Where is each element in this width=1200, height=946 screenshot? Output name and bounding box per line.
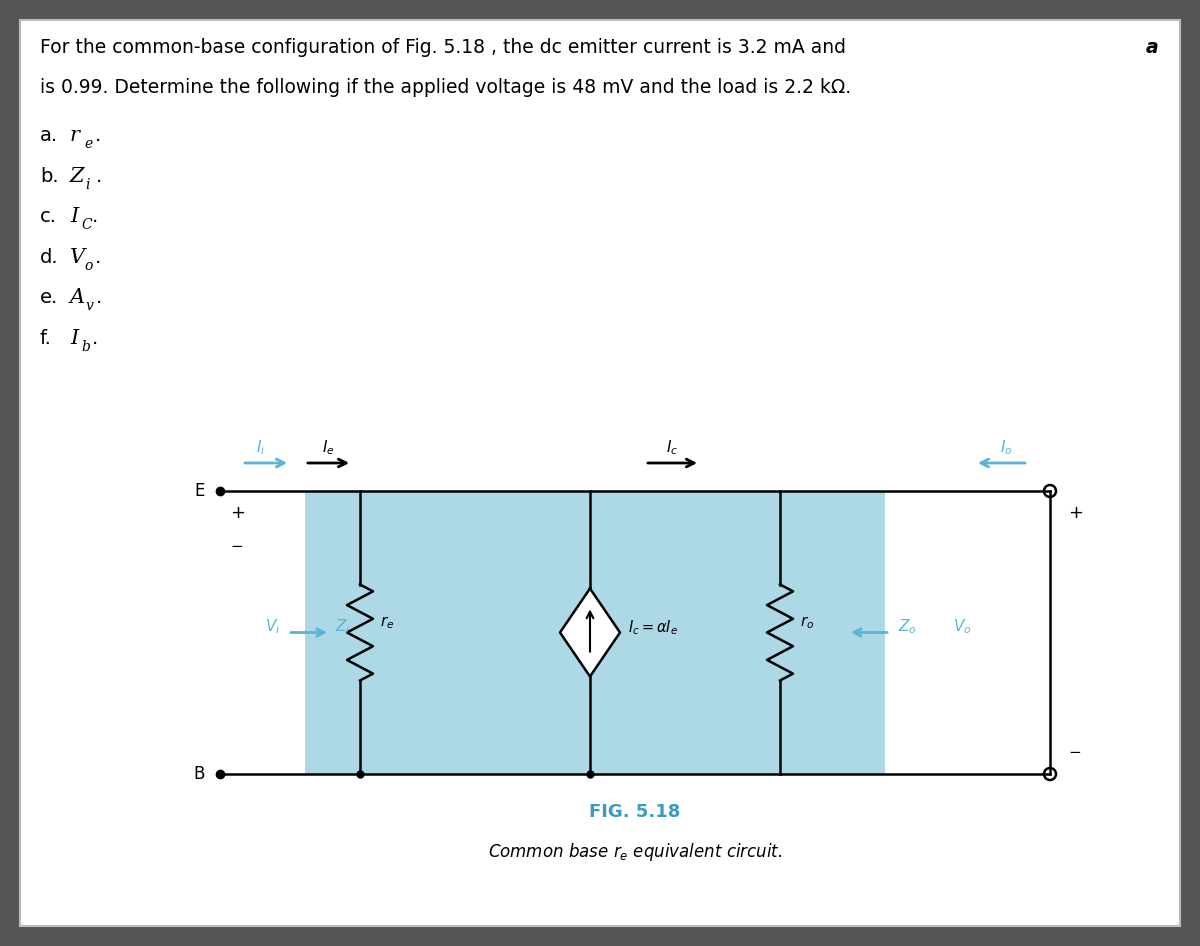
Text: −: − [1068, 745, 1081, 760]
Text: a: a [1145, 38, 1158, 57]
Text: e.: e. [40, 288, 59, 307]
Text: $I_o$: $I_o$ [1001, 438, 1013, 457]
Polygon shape [560, 588, 620, 676]
Text: .: . [95, 126, 101, 145]
Text: B: B [193, 765, 205, 783]
Text: .: . [96, 288, 102, 307]
Text: V: V [70, 248, 85, 267]
Text: C: C [82, 218, 92, 232]
FancyBboxPatch shape [20, 20, 1180, 926]
Text: Z: Z [70, 166, 84, 185]
Text: .: . [96, 166, 102, 185]
Text: I: I [70, 207, 78, 226]
Text: a.: a. [40, 126, 58, 145]
Text: $Z_o$: $Z_o$ [898, 617, 917, 636]
Text: b: b [82, 340, 90, 354]
Text: e: e [84, 137, 92, 151]
Text: +: + [1068, 504, 1084, 522]
Text: E: E [194, 482, 205, 500]
Text: $I_c = \alpha I_e$: $I_c = \alpha I_e$ [628, 618, 678, 637]
Text: c.: c. [40, 207, 58, 226]
Text: $I_c$: $I_c$ [666, 438, 679, 457]
Text: f.: f. [40, 328, 52, 347]
Text: $I_i$: $I_i$ [257, 438, 265, 457]
Text: is 0.99. Determine the following if the applied voltage is 48 mV and the load is: is 0.99. Determine the following if the … [40, 78, 851, 97]
Text: d.: d. [40, 248, 59, 267]
Text: b.: b. [40, 166, 59, 185]
Text: $I_e$: $I_e$ [323, 438, 335, 457]
Text: −: − [230, 538, 242, 553]
Text: $Z_i$: $Z_i$ [335, 617, 350, 636]
Text: $r_e$: $r_e$ [380, 614, 395, 631]
Text: .: . [92, 328, 98, 347]
Text: Common base $r_e$ equivalent circuit.: Common base $r_e$ equivalent circuit. [487, 841, 782, 863]
Text: r: r [70, 126, 80, 145]
Text: $V_o$: $V_o$ [953, 617, 972, 636]
Text: FIG. 5.18: FIG. 5.18 [589, 803, 680, 821]
Text: A: A [70, 288, 85, 307]
Text: v: v [85, 299, 94, 313]
Text: +: + [230, 504, 245, 522]
Text: $r_o$: $r_o$ [800, 614, 815, 631]
Text: .: . [92, 207, 98, 226]
FancyBboxPatch shape [305, 491, 886, 774]
Text: I: I [70, 328, 78, 347]
Text: o: o [84, 258, 92, 272]
Text: For the common-base configuration of Fig. 5.18 , the dc emitter current is 3.2 m: For the common-base configuration of Fig… [40, 38, 852, 57]
Text: .: . [95, 248, 101, 267]
Text: i: i [85, 178, 90, 191]
Text: $V_i$: $V_i$ [265, 617, 281, 636]
